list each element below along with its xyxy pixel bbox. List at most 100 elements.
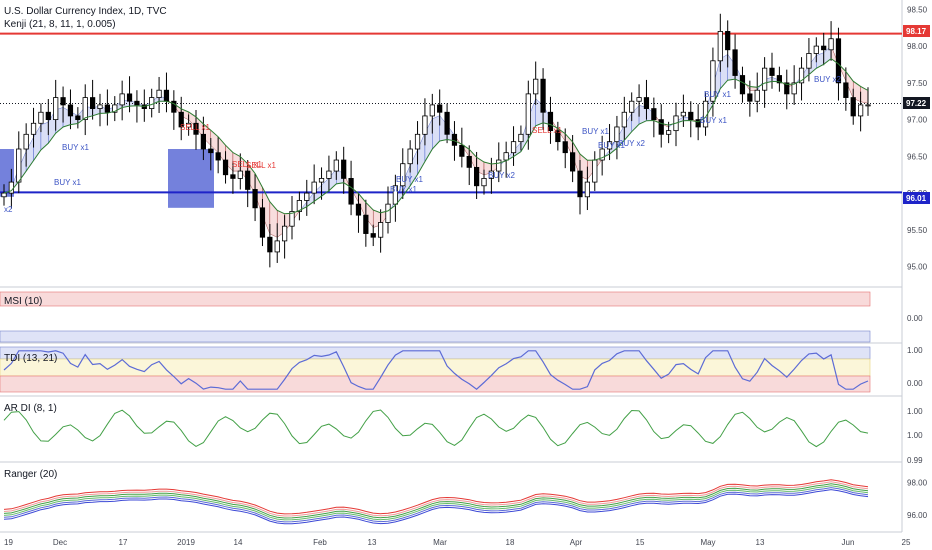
- candle-body: [451, 133, 458, 146]
- candle-body: [821, 45, 827, 51]
- candle-body: [835, 38, 842, 84]
- partial-signal-label: x2: [4, 205, 13, 214]
- candle-body: [769, 67, 775, 76]
- candle-body: [16, 148, 22, 183]
- header-legend: U.S. Dollar Currency Index, 1D, TVC Kenj…: [4, 6, 167, 30]
- time-tick-label: 25: [902, 538, 911, 547]
- tdi-title: TDI (13, 21): [4, 353, 57, 364]
- price-tick-label: 98.00: [907, 42, 928, 51]
- candle-body: [1, 192, 7, 198]
- candle-body: [237, 170, 243, 179]
- time-tick-label: Jun: [842, 538, 855, 547]
- last-price-tag-label: 97.22: [906, 99, 927, 108]
- candle-body: [555, 130, 561, 143]
- ar-di-tick-label: 0.99: [907, 456, 923, 465]
- candle-body: [629, 100, 635, 113]
- candle-body: [422, 115, 428, 135]
- candle-body: [75, 115, 81, 121]
- price-tick-label: 95.50: [907, 226, 928, 235]
- candles: [1, 13, 871, 268]
- candle-body: [725, 31, 731, 51]
- indicator-legend[interactable]: Kenji (21, 8, 11, 1, 0.005): [4, 19, 116, 30]
- candle-body: [754, 89, 760, 102]
- candle-body: [496, 159, 502, 172]
- tdi-upper-band: [0, 346, 871, 360]
- ar-di-line: [3, 409, 869, 448]
- support-tag: 96.01: [903, 192, 930, 204]
- candle-body: [274, 240, 280, 253]
- candle-body: [843, 82, 849, 98]
- candle-body: [296, 200, 302, 212]
- candle-body: [459, 144, 465, 157]
- candle-body: [577, 170, 583, 198]
- time-tick-label: 17: [119, 538, 128, 547]
- time-tick-label: 18: [506, 538, 515, 547]
- candle-body: [784, 82, 790, 95]
- time-axis[interactable]: 19 Dec 17 2019 14 Feb 13 Mar 18 Apr 15 May 13 Jun 25: [4, 538, 911, 547]
- candle-body: [407, 148, 413, 165]
- buy-signal-label: BUY x1: [54, 178, 82, 187]
- candle-body: [200, 133, 207, 150]
- candle-body: [193, 122, 199, 135]
- last-price-tag: 97.22: [903, 97, 930, 109]
- candle-body: [156, 89, 162, 98]
- time-tick-label: Mar: [433, 538, 447, 547]
- candle-body: [525, 93, 531, 135]
- candle-body: [717, 31, 723, 62]
- sell-signal-label: SELL x1: [532, 126, 562, 135]
- ranger-band-line: [3, 489, 869, 525]
- candle-body: [281, 225, 288, 242]
- cloud-segment: [432, 115, 440, 150]
- ar-di-title: AR DI (8, 1): [4, 403, 57, 414]
- candle-body: [562, 141, 568, 154]
- candle-body: [643, 97, 650, 109]
- tdi-lower-band: [0, 375, 871, 393]
- candle-body: [636, 97, 642, 102]
- candle-body: [259, 207, 266, 238]
- ranger-pane: 98.00 96.00: [3, 479, 928, 525]
- candle-body: [97, 104, 103, 109]
- candle-body: [666, 130, 672, 135]
- candle-body: [230, 174, 236, 179]
- buy-signal-label: BUY x1: [396, 175, 424, 184]
- candle-body: [518, 133, 524, 143]
- candle-body: [171, 100, 177, 113]
- tdi-tick-label: 1.00: [907, 346, 923, 355]
- sell-signal-label: SELL x1: [232, 160, 262, 169]
- candle-body: [267, 236, 273, 253]
- candle-body: [806, 53, 812, 69]
- candle-body: [437, 104, 443, 113]
- candle-body: [38, 111, 44, 124]
- candle-body: [599, 148, 605, 161]
- buy-signal-label: BUY x2: [488, 171, 516, 180]
- candle-body: [688, 111, 694, 121]
- candle-body: [651, 108, 657, 121]
- candle-body: [355, 203, 362, 216]
- ar-di-pane: 1.00 1.00 0.99: [3, 407, 923, 465]
- msi-pane: 0.00: [0, 291, 923, 343]
- ranger-tick-label: 96.00: [907, 511, 928, 520]
- ranger-band-line: [3, 483, 869, 519]
- candle-body: [163, 89, 170, 102]
- candle-body: [798, 67, 805, 84]
- price-tick-label: 97.50: [907, 79, 928, 88]
- buy-signal-label: BUY x1: [390, 185, 418, 194]
- time-tick-label: 15: [636, 538, 645, 547]
- time-tick-label: 13: [756, 538, 765, 547]
- candle-body: [858, 104, 864, 117]
- candle-body: [45, 111, 51, 121]
- time-tick-label: May: [700, 538, 715, 547]
- time-tick-label: 13: [368, 538, 377, 547]
- candle-body: [53, 97, 59, 121]
- candle-body: [333, 159, 339, 172]
- candle-body: [119, 93, 125, 106]
- candle-body: [289, 211, 295, 227]
- ar-di-tick-label: 1.00: [907, 431, 923, 440]
- candle-body: [377, 222, 384, 238]
- candle-body: [90, 97, 96, 109]
- candle-body: [776, 75, 783, 84]
- resistance-tag-label: 98.17: [906, 27, 927, 36]
